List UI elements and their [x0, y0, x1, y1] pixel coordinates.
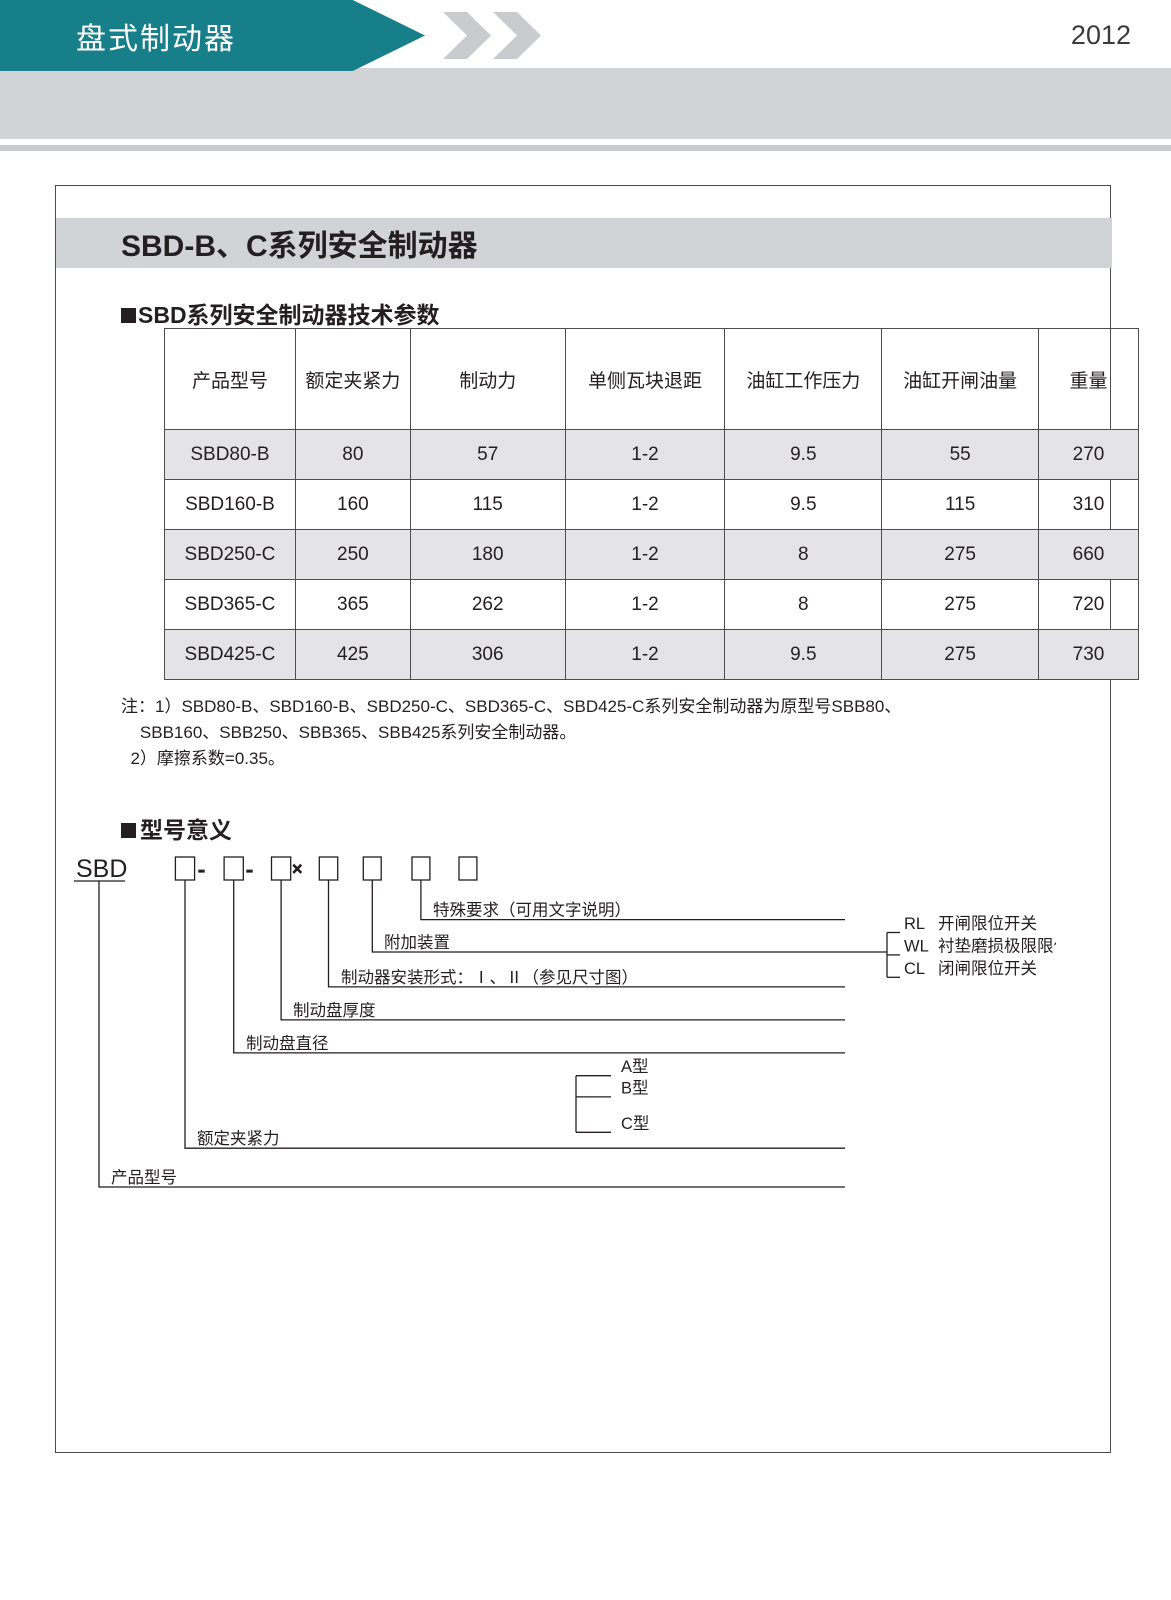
svg-text:产品型号: 产品型号: [111, 1168, 177, 1187]
svg-text:-: -: [198, 859, 205, 882]
svg-text:附加装置: 附加装置: [384, 933, 450, 952]
svg-text:衬垫磨损极限限位开关: 衬垫磨损极限限位开关: [938, 936, 1056, 955]
svg-text:制动盘直径: 制动盘直径: [246, 1034, 329, 1053]
svg-text:制动盘厚度: 制动盘厚度: [293, 1001, 376, 1020]
svg-text:闭闸限位开关: 闭闸限位开关: [938, 959, 1037, 978]
svg-text:CL: CL: [904, 960, 925, 978]
svg-text:RL: RL: [904, 915, 925, 933]
svg-text:A型: A型: [621, 1057, 649, 1076]
svg-text:B型: B型: [621, 1078, 649, 1097]
svg-text:制动器安装形式：Ⅰ、Ⅱ（参见尺寸图）: 制动器安装形式：Ⅰ、Ⅱ（参见尺寸图）: [341, 968, 638, 987]
svg-text:WL: WL: [904, 937, 929, 955]
svg-text:SBD: SBD: [76, 855, 127, 883]
svg-text:-: -: [246, 859, 253, 882]
svg-text:开闸限位开关: 开闸限位开关: [938, 914, 1037, 933]
svg-text:C型: C型: [621, 1114, 649, 1133]
svg-text:×: ×: [292, 859, 303, 879]
svg-text:额定夹紧力: 额定夹紧力: [197, 1129, 280, 1148]
svg-text:特殊要求（可用文字说明）: 特殊要求（可用文字说明）: [433, 901, 631, 920]
